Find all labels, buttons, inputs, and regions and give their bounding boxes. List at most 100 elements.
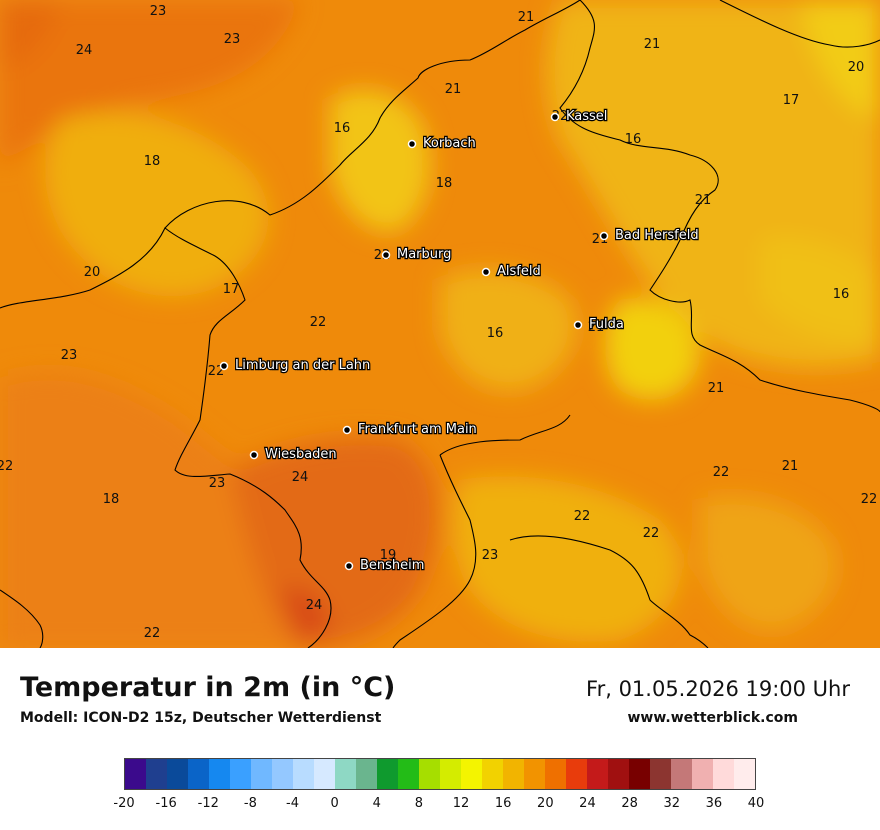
scale-swatch: [272, 759, 293, 789]
scale-tick-label: 32: [663, 796, 680, 811]
city-alsfeld[interactable]: Alsfeld: [481, 263, 542, 280]
city-dot: [381, 250, 391, 260]
temp-label: 22: [0, 459, 13, 474]
city-label: Bensheim: [360, 558, 424, 573]
scale-swatch: [440, 759, 461, 789]
temp-label: 24: [292, 470, 309, 485]
scale-swatch: [671, 759, 692, 789]
color-scale-ticks: -20 -16 -12 -8 -4 0 4 8 12 16 20 24 28 32 36 40: [113, 796, 764, 814]
city-fulda[interactable]: Fulda: [573, 316, 625, 333]
temp-label: 20: [84, 265, 101, 280]
city-kassel[interactable]: Kassel: [550, 108, 609, 125]
temp-label: 23: [150, 4, 167, 19]
scale-tick-label: -8: [243, 796, 257, 811]
scale-swatch: [629, 759, 650, 789]
temp-label: 21: [782, 459, 799, 474]
city-label: Fulda: [589, 317, 624, 332]
city-markers: Kassel Korbach Bad Hersfeld Marburg Alsf…: [219, 108, 700, 574]
scale-swatch: [734, 759, 755, 789]
city-korbach[interactable]: Korbach: [407, 135, 477, 152]
city-marburg[interactable]: Marburg: [381, 246, 453, 263]
scale-swatch: [503, 759, 524, 789]
scale-tick-label: 4: [372, 796, 381, 811]
temp-label: 23: [61, 348, 78, 363]
scale-swatch: [545, 759, 566, 789]
temp-label: 16: [833, 287, 850, 302]
scale-tick-label: -20: [113, 796, 135, 811]
temp-label: 23: [224, 32, 241, 47]
temp-label: 22: [643, 526, 660, 541]
temp-label: 21: [588, 320, 605, 335]
city-dot: [573, 320, 583, 330]
scale-swatch: [377, 759, 398, 789]
scale-swatch: [188, 759, 209, 789]
scale-tick-label: 12: [452, 796, 470, 811]
temp-label: 17: [783, 93, 800, 108]
map-title: Temperatur in 2m (in °C): [20, 672, 396, 703]
temperature-labels: 23 24 23 21 21 20 21 17 16 16 18 18 21 2…: [0, 4, 877, 641]
scale-swatch: [461, 759, 482, 789]
scale-swatch: [419, 759, 440, 789]
scale-swatch: [209, 759, 230, 789]
scale-tick-label: 0: [330, 796, 339, 811]
temp-label: 16: [487, 326, 504, 341]
temp-label: 16: [334, 121, 351, 136]
temp-label: 24: [306, 598, 323, 613]
border-lines: [0, 0, 880, 648]
city-label: Frankfurt am Main: [358, 422, 477, 437]
temp-label: 21: [644, 37, 661, 52]
scale-swatch: [146, 759, 167, 789]
scale-swatch: [566, 759, 587, 789]
scale-swatch: [398, 759, 419, 789]
temp-label: 21: [518, 10, 535, 25]
city-limburg-an-der-lahn[interactable]: Limburg an der Lahn: [219, 357, 372, 374]
city-dot: [550, 112, 560, 122]
city-label: Korbach: [423, 136, 476, 151]
scale-tick-label: 40: [747, 796, 765, 811]
city-label: Alsfeld: [497, 264, 541, 279]
city-label: Kassel: [566, 109, 607, 124]
temp-label: 18: [103, 492, 120, 507]
scale-swatch: [713, 759, 734, 789]
city-bensheim[interactable]: Bensheim: [344, 557, 426, 574]
scale-swatch: [314, 759, 335, 789]
temp-label: 21: [445, 82, 462, 97]
temp-label: 23: [482, 548, 499, 563]
scale-tick-label: 16: [494, 796, 512, 811]
scale-swatch: [251, 759, 272, 789]
scale-swatch: [692, 759, 713, 789]
scale-swatch: [293, 759, 314, 789]
temp-label: 19: [380, 548, 397, 563]
temp-label: 22: [861, 492, 878, 507]
city-dot: [249, 450, 259, 460]
city-dot: [219, 361, 229, 371]
website-link[interactable]: www.wetterblick.com: [627, 710, 799, 726]
scale-tick-label: -4: [286, 796, 300, 811]
scale-swatch: [587, 759, 608, 789]
temp-label: 22: [310, 315, 327, 330]
forecast-datetime: Fr, 01.05.2026 19:00 Uhr: [586, 677, 850, 701]
temperature-field: [0, 0, 880, 648]
city-dot: [481, 267, 491, 277]
temperature-map: 23 24 23 21 21 20 21 17 16 16 18 18 21 2…: [0, 0, 880, 648]
scale-tick-label: 20: [537, 796, 554, 811]
scale-swatch: [230, 759, 251, 789]
scale-swatch: [167, 759, 188, 789]
city-dot: [599, 231, 609, 241]
city-dot: [407, 139, 417, 149]
scale-swatch: [650, 759, 671, 789]
scale-swatch: [608, 759, 629, 789]
city-label: Limburg an der Lahn: [235, 358, 370, 373]
scale-swatch: [356, 759, 377, 789]
city-frankfurt-am-main[interactable]: Frankfurt am Main: [342, 421, 478, 438]
model-info: Modell: ICON-D2 15z, Deutscher Wetterdie…: [20, 710, 382, 726]
city-dot: [344, 561, 354, 571]
temp-label: 16: [625, 132, 642, 147]
scale-tick-label: 24: [579, 796, 596, 811]
scale-swatch: [524, 759, 545, 789]
color-scale-legend: [124, 758, 756, 790]
city-bad-hersfeld[interactable]: Bad Hersfeld: [599, 227, 700, 244]
temp-label: 22: [144, 626, 161, 641]
temp-label: 22: [574, 509, 591, 524]
city-wiesbaden[interactable]: Wiesbaden: [249, 446, 338, 463]
